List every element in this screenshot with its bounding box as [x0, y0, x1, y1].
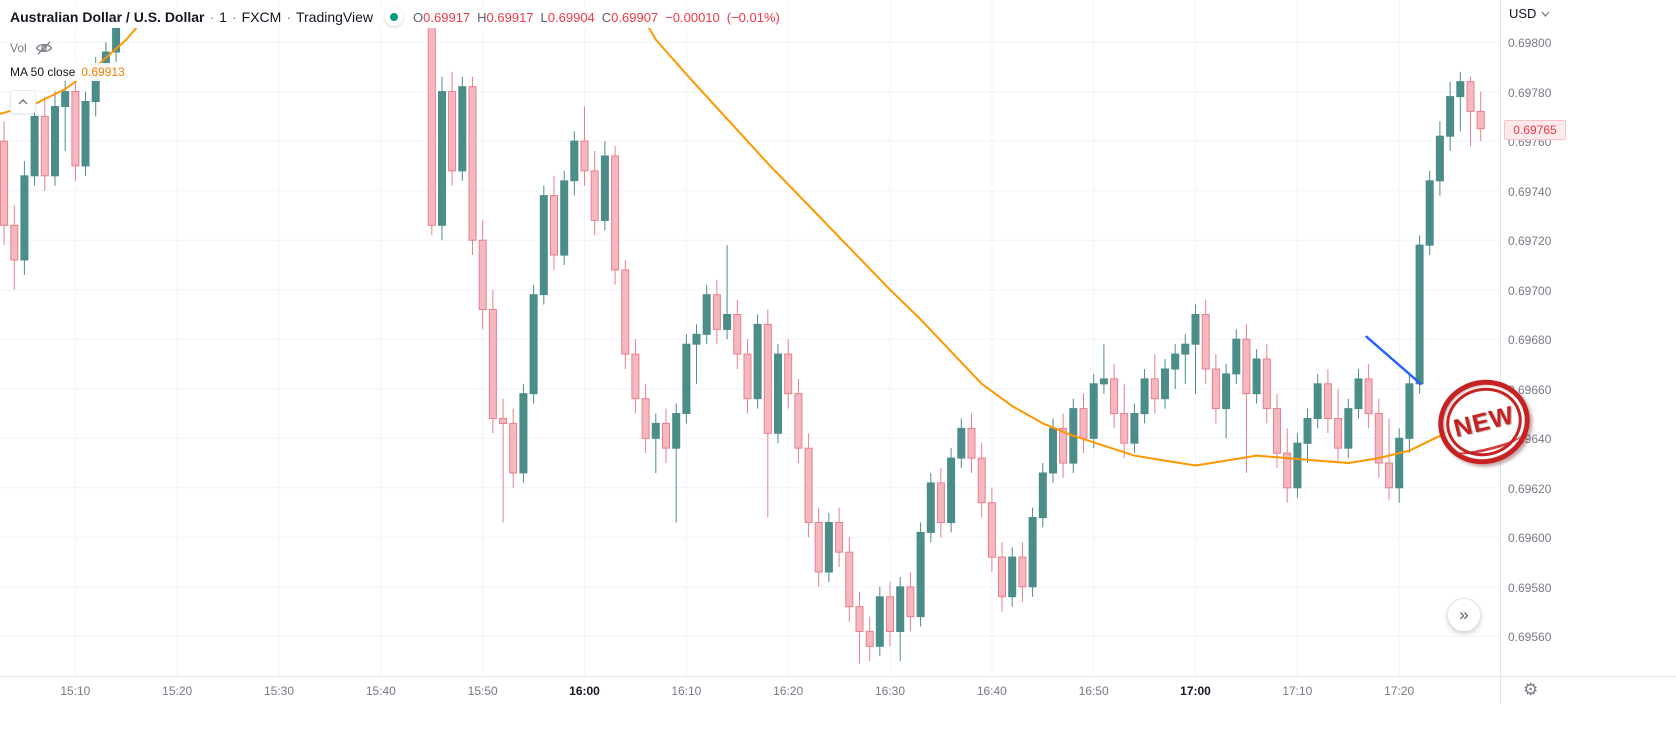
time-axis[interactable]: 15:10 15:20 15:30 15:40 15:50 16:00 16:10 16:20…	[0, 676, 1500, 704]
time-tick-label: 17:00	[1180, 684, 1211, 698]
settings-gear-icon[interactable]: ⚙	[1523, 680, 1539, 699]
price-tick-label: 0.69680	[1508, 333, 1552, 348]
chevron-down-icon	[1541, 11, 1550, 17]
time-tick-label: 17:10	[1282, 684, 1313, 698]
price-tick-label: 0.69700	[1508, 283, 1552, 298]
market-status-pill[interactable]	[385, 8, 404, 26]
time-tick-label: 17:20	[1384, 684, 1415, 698]
separator: ·	[209, 9, 215, 25]
separator: ·	[286, 9, 291, 25]
price-tick-label: 0.69800	[1508, 36, 1552, 51]
ohlc-values: O0.69917 H0.69917 L0.69904 C0.69907 −0.0…	[413, 10, 780, 25]
time-tick-label: 16:50	[1078, 684, 1109, 698]
legend-volume-row: Vol	[8, 39, 58, 57]
chart-legend: Australian Dollar / U.S. Dollar · 1 · FX…	[8, 6, 785, 81]
time-tick-label: 15:40	[365, 684, 396, 698]
market-status-dot-icon	[390, 13, 399, 21]
currency-label: USD	[1509, 6, 1537, 21]
time-tick-label: 16:30	[875, 684, 906, 698]
price-tick-label: 0.69720	[1508, 234, 1552, 249]
axis-corner: ⚙	[1500, 676, 1676, 704]
last-price-label: 0.69765	[1504, 119, 1566, 140]
legend-ma-row: MA 50 close 0.69913	[8, 63, 130, 81]
currency-dropdown[interactable]: USD	[1509, 6, 1550, 21]
time-tick-label: 15:10	[60, 684, 91, 698]
high-label: H	[477, 9, 487, 25]
time-tick-label: 16:40	[976, 684, 1007, 698]
time-tick-label: 16:00	[569, 684, 600, 698]
price-tick-label: 0.69740	[1508, 184, 1552, 199]
time-tick-label: 16:10	[671, 684, 702, 698]
price-tick-label: 0.69560	[1508, 630, 1552, 645]
symbol-title[interactable]: Australian Dollar / U.S. Dollar	[10, 9, 205, 25]
time-tick-label: 15:30	[264, 684, 295, 698]
ma-value: 0.69913	[81, 65, 125, 79]
legend-collapse-button[interactable]	[10, 90, 36, 114]
chart-pane[interactable]: Australian Dollar / U.S. Dollar · 1 · FX…	[0, 0, 1500, 676]
low-value: 0.69904	[547, 9, 595, 25]
high-value: 0.69917	[486, 9, 534, 25]
open-label: O	[413, 9, 424, 25]
open-value: 0.69917	[423, 9, 471, 25]
close-label: C	[601, 9, 612, 25]
scroll-to-recent-button[interactable]: »	[1447, 598, 1481, 632]
chevron-up-icon	[18, 99, 28, 105]
price-axis[interactable]: USD 0.69800 0.69780 0.69760 0.69740 0.69720 0…	[1500, 0, 1676, 676]
change-percent: (−0.01%)	[726, 9, 780, 25]
trend-line-drawing[interactable]	[1365, 335, 1422, 386]
price-tick-label: 0.69620	[1508, 481, 1552, 496]
visibility-off-icon[interactable]	[35, 41, 53, 55]
candlestick-chart[interactable]	[0, 0, 1500, 676]
separator: ·	[231, 9, 237, 25]
interval-label[interactable]: 1	[219, 9, 227, 25]
exchange-label[interactable]: FXCM	[241, 9, 282, 25]
price-tick-label: 0.69600	[1508, 531, 1552, 546]
platform-label: TradingView	[295, 9, 374, 25]
time-tick-label: 15:50	[467, 684, 498, 698]
close-value: 0.69907	[611, 9, 659, 25]
change-value: −0.00010	[665, 9, 720, 25]
time-tick-label: 16:20	[773, 684, 804, 698]
time-tick-label: 15:20	[162, 684, 193, 698]
price-tick-label: 0.69580	[1508, 580, 1552, 595]
price-tick-label: 0.69780	[1508, 85, 1552, 100]
low-label: L	[540, 9, 548, 25]
legend-symbol-row: Australian Dollar / U.S. Dollar · 1 · FX…	[8, 6, 785, 28]
ma-label[interactable]: MA 50 close	[10, 65, 76, 79]
volume-label[interactable]: Vol	[10, 41, 27, 55]
